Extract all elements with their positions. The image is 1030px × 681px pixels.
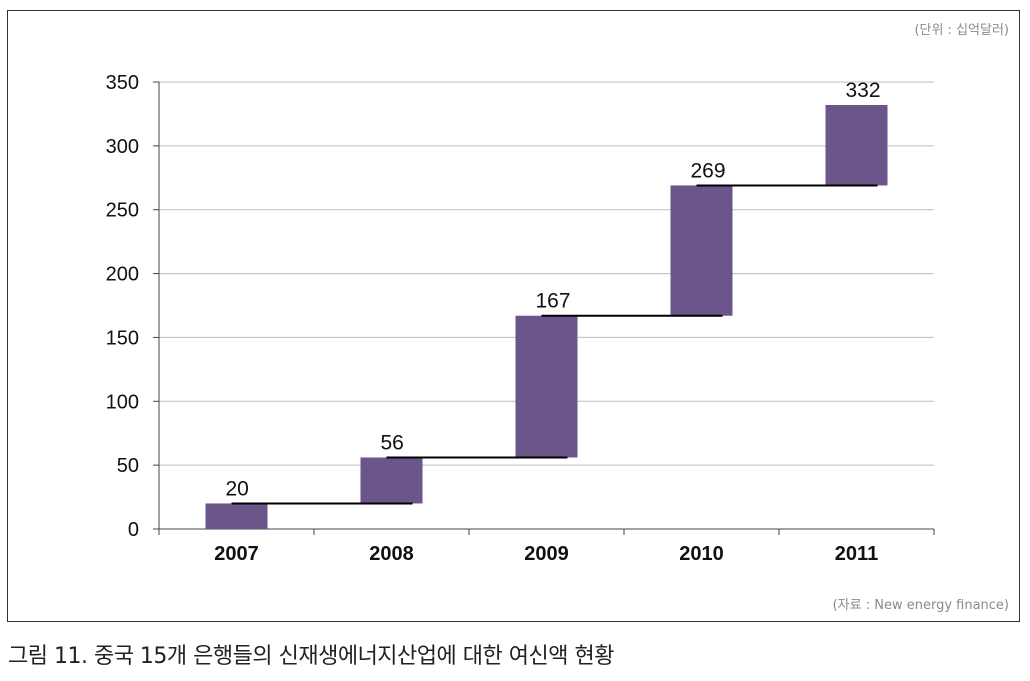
- x-category-label: 2008: [369, 543, 414, 565]
- data-label-2007: 20: [226, 477, 249, 500]
- bar-2009: [515, 315, 578, 458]
- y-tick-label: 250: [106, 200, 139, 222]
- bars: [205, 104, 888, 529]
- data-label-2009: 167: [536, 290, 571, 313]
- y-tick-label: 100: [106, 391, 139, 413]
- x-category-label: 2009: [524, 543, 569, 565]
- source-note: (자료 : New energy finance): [832, 598, 1009, 613]
- data-label-2010: 269: [691, 159, 726, 182]
- axes: 0 50 100 150 200 250 300 350: [106, 72, 935, 541]
- unit-note: (단위 : 십억달러): [914, 23, 1009, 38]
- bar-2007: [205, 503, 268, 529]
- figure-caption: 그림 11. 중국 15개 은행들의 신재생에너지산업에 대한 여신액 현황: [8, 644, 614, 669]
- bar-2010: [670, 185, 733, 316]
- x-category-label: 2007: [214, 543, 259, 565]
- connector-lines: [231, 184, 878, 505]
- y-tick-label: 50: [117, 455, 139, 477]
- bar-2008: [360, 457, 423, 504]
- y-tick-label: 150: [106, 327, 139, 349]
- x-category-label: 2010: [679, 543, 724, 565]
- data-label-2011: 332: [846, 79, 881, 102]
- waterfall-chart: 0 50 100 150 200 250 300 350 20 2007 56 2008 167 200…: [106, 72, 935, 565]
- labels: 20 2007 56 2008 167 2009 269 2010 332 2011: [214, 79, 880, 565]
- y-tick-label: 0: [128, 519, 139, 541]
- y-tick-label: 350: [106, 72, 139, 94]
- bar-2011: [825, 104, 888, 186]
- data-label-2008: 56: [381, 431, 404, 454]
- y-tick-label: 200: [106, 264, 139, 286]
- x-category-label: 2011: [835, 543, 878, 565]
- y-tick-label: 300: [106, 136, 139, 158]
